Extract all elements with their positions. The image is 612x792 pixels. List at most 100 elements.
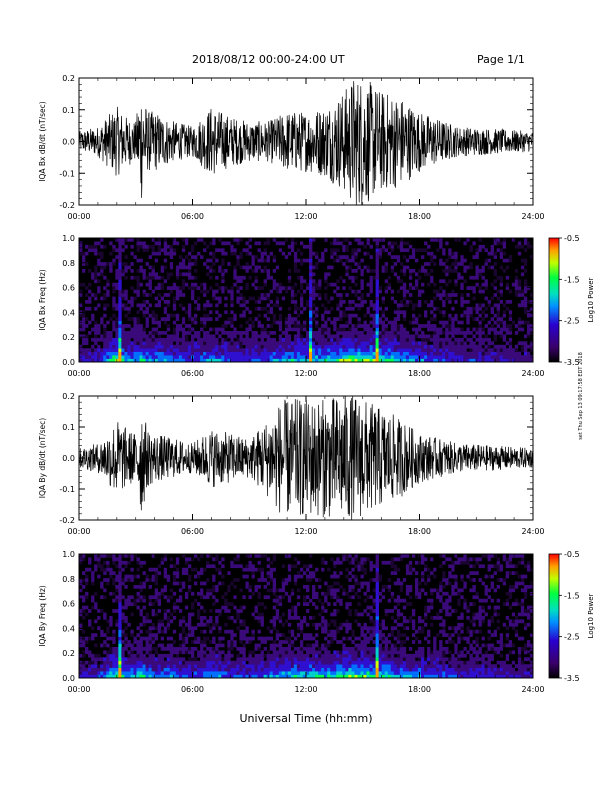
spectrogram-cell [88,650,92,655]
spectrogram-cell [100,667,104,672]
spectrogram-cell [169,643,174,648]
spectrogram-cell [345,258,349,263]
spectrogram-cell [163,612,168,617]
spectrogram-cell [130,303,134,308]
spectrogram-cell [414,258,419,263]
spectrogram-cell [233,619,237,624]
spectrogram-cell [227,351,231,356]
spectrogram-cell [184,605,189,610]
spectrogram-cell [166,619,171,624]
spectrogram-cell [517,286,522,290]
spectrogram-cell [194,344,198,349]
spectrogram-cell [169,262,174,266]
spectrogram-cell [100,255,104,259]
spectrogram-cell [333,660,337,665]
spectrogram-cell [115,334,119,339]
spectrogram-cell [330,653,334,658]
spectrogram-cell [115,327,119,332]
spectrogram-cell [287,578,292,582]
spectrogram-cell [245,640,249,644]
spectrogram-cell [481,331,485,335]
spectrogram-cell [181,317,186,321]
spectrogram-cell [85,244,89,249]
spectrogram-cell [157,591,162,596]
spectrogram-cell [451,306,455,311]
spectrogram-cell [218,609,222,613]
spectrogram-cell [312,622,316,627]
spectrogram-cell [333,282,337,287]
spectrogram-cell [260,640,264,644]
spectrogram-cell [148,265,152,270]
spectrogram-cell [306,574,310,579]
spectrogram-cell [251,262,255,266]
spectrogram-cell [414,327,419,332]
spectrogram-cell [342,331,346,335]
spectrogram-cell [88,567,92,572]
spectrogram-cell [178,636,183,641]
spectrogram-cell [112,286,116,290]
spectrogram-cell [502,241,507,246]
spectrogram-cell [266,303,270,308]
spectrogram-cell [133,636,137,641]
spectrogram-cell [187,303,192,308]
spectrogram-cell [94,660,98,665]
spectrogram-cell [203,355,207,359]
spectrogram-cell [242,313,246,318]
spectrogram-cell [411,351,416,356]
spectrogram-cell [278,341,283,346]
spectrogram-cell [287,313,292,318]
spectrogram-cell [97,327,101,332]
spectrogram-cell [91,674,95,679]
spectrogram-cell [272,557,277,562]
spectrogram-cell [206,351,210,356]
spectrogram-cell [312,667,316,672]
spectrogram-cell [321,629,325,634]
spectrogram-cell [118,602,122,606]
spectrogram-cell [103,671,107,675]
spectrogram-cell [318,327,322,332]
spectrogram-cell [396,310,401,315]
spectrogram-cell [460,255,464,259]
spectrogram-cell [487,331,491,335]
spectrogram-cell [299,657,304,662]
spectrogram-cell [100,567,104,572]
spectrogram-cell [91,633,95,637]
spectrogram-cell [287,317,292,321]
spectrogram-cell [278,588,283,593]
spectrogram-cell [254,331,258,335]
spectrogram-cell [278,358,283,363]
spectrogram-cell [296,664,301,668]
spectrogram-cell [166,643,171,648]
spectrogram-cell [157,337,162,342]
spectrogram-cell [293,351,298,356]
spectrogram-cell [133,275,137,280]
spectrogram-cell [97,653,101,658]
spectrogram-cell [187,657,192,662]
spectrogram-cell [178,595,183,600]
spectrogram-cell [272,619,277,624]
spectrogram-cell [287,279,292,284]
spectrogram-cell [130,238,134,242]
spectrogram-cell [94,567,98,572]
spectrogram-cell [203,640,207,644]
spectrogram-cell [333,667,337,672]
spectrogram-cell [318,355,322,359]
spectrogram-cell [181,619,186,624]
spectrogram-cell [272,643,277,648]
spectrogram-cell [460,286,464,290]
spectrogram-cell [139,595,143,600]
spectrogram-cell [218,581,222,586]
spectrogram-cell [306,564,310,569]
spectrogram-cell [163,258,168,263]
spectrogram-cell [499,355,504,359]
spectrogram-cell [88,609,92,613]
spectrogram-cell [254,616,258,620]
spectrogram-cell [233,358,237,363]
spectrogram-cell [197,674,201,679]
spectrogram-cell [160,667,165,672]
spectrogram-cell [278,619,283,624]
spectrogram-cell [160,671,165,675]
spectrogram-cell [272,320,277,325]
spectrogram-cell [327,358,331,363]
spectrogram-cell [166,348,171,352]
